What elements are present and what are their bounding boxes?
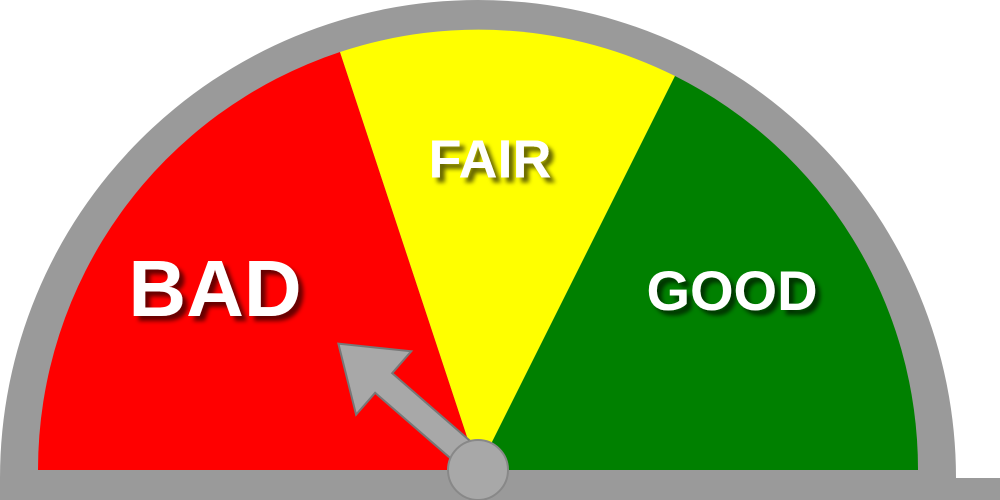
fair-sector [340, 29, 675, 471]
bad-label: BAD [128, 244, 301, 333]
needle-hub [447, 439, 509, 500]
good-label: GOOD [646, 259, 817, 322]
good-sector [478, 76, 919, 470]
fair-label: FAIR [428, 129, 551, 189]
